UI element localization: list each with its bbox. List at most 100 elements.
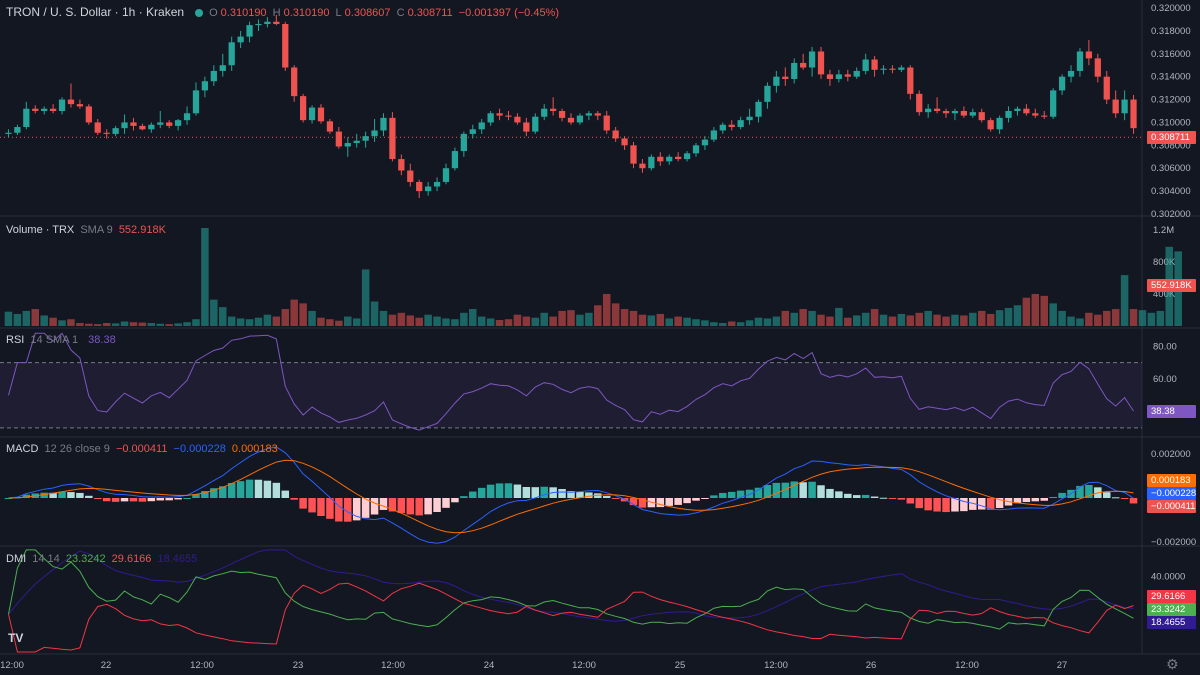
- change-value: −0.001397 (−0.45%): [458, 7, 560, 19]
- candle-body: [76, 104, 84, 107]
- volume-bar: [915, 312, 923, 326]
- volume-tag: 552.918K: [1147, 279, 1196, 292]
- candle-body: [1023, 108, 1030, 114]
- time-axis-tick: 12:00: [381, 660, 405, 671]
- macd-line: [8, 446, 1134, 544]
- macd-hist-bar: [469, 491, 477, 498]
- candle-body: [871, 59, 878, 70]
- symbol-title[interactable]: TRON / U. S. Dollar · 1h · Kraken: [6, 5, 185, 19]
- candle-body: [585, 113, 592, 116]
- candle-body: [558, 111, 566, 118]
- candle-body: [621, 138, 628, 146]
- macd-hist-bar: [951, 498, 959, 512]
- time-axis-tick: 25: [675, 660, 686, 671]
- close-value: 0.308711: [407, 7, 453, 19]
- volume-bar: [1085, 312, 1093, 326]
- candle-body: [648, 156, 655, 169]
- volume-bar: [567, 310, 575, 326]
- volume-bar: [585, 312, 593, 326]
- macd-hist-bar: [486, 484, 495, 498]
- candle-body: [166, 122, 173, 126]
- volume-bar: [1129, 309, 1138, 326]
- candle-body: [246, 25, 253, 37]
- volume-bar: [951, 314, 959, 326]
- macd-hist-bar: [977, 498, 986, 510]
- candle-body: [719, 124, 726, 131]
- macd-hist-bar: [254, 479, 263, 498]
- candle-body: [987, 120, 994, 130]
- macd-hist-bar: [942, 498, 950, 513]
- macd-hist-bar: [361, 498, 370, 518]
- candle-body: [219, 65, 226, 71]
- volume-sma-label: SMA 9: [80, 224, 113, 236]
- volume-value: 552.918K: [118, 224, 166, 236]
- macd-hist-bar: [1013, 498, 1022, 504]
- macd-hist-bar: [129, 498, 138, 502]
- candle-body: [451, 151, 459, 169]
- macd-hist-bar: [754, 487, 763, 498]
- candle-body: [639, 163, 646, 169]
- dmi-label[interactable]: DMI: [6, 553, 27, 565]
- macd-hist-bar: [4, 498, 13, 499]
- dmi-plus-tag: 23.3242: [1147, 603, 1196, 616]
- time-axis-tick: 26: [866, 660, 877, 671]
- time-axis-tick: 22: [101, 660, 112, 671]
- macd-hist-bar: [85, 495, 93, 498]
- candle-body: [889, 68, 896, 70]
- macd-hist-bar: [665, 498, 673, 506]
- macd-hist-bar: [406, 498, 415, 515]
- macd-label[interactable]: MACD: [6, 443, 39, 455]
- rsi-label[interactable]: RSI: [6, 334, 25, 346]
- volume-bar: [94, 324, 102, 326]
- gear-icon[interactable]: ⚙: [1166, 656, 1179, 672]
- volume-bar: [58, 320, 66, 326]
- candle-body: [85, 106, 92, 123]
- macd-hist-bar: [585, 492, 593, 498]
- candle-body: [5, 132, 12, 134]
- macd-hist-bar: [210, 488, 218, 498]
- rsi-tag: 38.38: [1147, 405, 1196, 418]
- macd-signal-line: [8, 459, 1134, 534]
- candle-body: [416, 181, 423, 192]
- volume-bar: [513, 314, 522, 326]
- close-label: C: [396, 7, 405, 19]
- candle-body: [951, 111, 959, 114]
- volume-bar: [335, 320, 343, 326]
- volume-bar: [451, 319, 459, 326]
- candle-body: [237, 36, 244, 43]
- macd-hist-bar: [986, 498, 995, 510]
- volume-bar: [522, 316, 531, 326]
- candle-body: [317, 107, 325, 122]
- candle-body: [487, 113, 494, 123]
- candle-body: [496, 113, 503, 116]
- volume-bar: [1049, 303, 1057, 326]
- candle-body: [541, 108, 548, 117]
- candle-body: [657, 156, 664, 162]
- macd-hist-bar: [906, 498, 915, 504]
- dmi-minus-value: 29.6166: [111, 553, 152, 565]
- volume-bar: [1147, 312, 1156, 326]
- candle-body: [398, 159, 405, 171]
- macd-hist-bar: [236, 481, 245, 498]
- candle-body: [710, 130, 717, 140]
- macd-hist-bar: [763, 485, 772, 498]
- volume-bar: [129, 322, 138, 326]
- price-axis-tick: 0.312000: [1151, 95, 1191, 106]
- volume-bar: [1111, 309, 1120, 326]
- volume-bar: [174, 323, 182, 326]
- dmi-minus-line: [8, 582, 1134, 653]
- volume-label[interactable]: Volume · TRX: [6, 224, 75, 236]
- volume-bar: [942, 316, 950, 326]
- volume-bar: [111, 323, 120, 326]
- volume-bar: [308, 310, 316, 326]
- macd-hist-bar: [531, 487, 540, 498]
- macd-hist-bar: [433, 498, 441, 513]
- volume-bar: [745, 320, 754, 326]
- macd-hist-bar: [40, 492, 48, 498]
- volume-legend: Volume · TRX SMA 9 552.918K: [6, 224, 169, 236]
- tradingview-logo-icon[interactable]: TV: [8, 631, 24, 645]
- macd-hist-bar: [844, 493, 852, 498]
- volume-bar: [406, 315, 415, 326]
- candle-body: [228, 42, 235, 66]
